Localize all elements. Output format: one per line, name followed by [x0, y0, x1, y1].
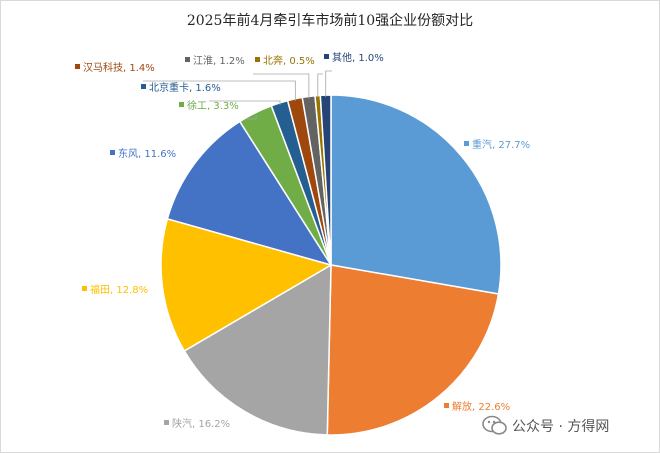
data-label-10: 其他, 1.0% [332, 51, 384, 64]
data-label-6: 北京重卡, 1.6% [149, 81, 221, 94]
chart-title: 2025年前4月牵引车市场前10强企业份额对比 [186, 13, 474, 29]
leader-line-9 [317, 73, 323, 98]
leader-line-5 [247, 114, 257, 120]
label-marker-7 [75, 64, 80, 69]
pie-slice-2 [183, 263, 332, 436]
label-marker-1 [444, 403, 449, 408]
data-label-3: 福田, 12.8% [90, 283, 148, 296]
pie-slice-3 [160, 217, 333, 352]
data-label-8: 江淮, 1.2% [193, 55, 245, 67]
leader-line-10 [325, 70, 332, 98]
label-marker-3 [82, 286, 87, 291]
watermark: 公众号 · 方得网 [482, 414, 652, 438]
label-marker-5 [179, 102, 184, 107]
pie-slice-0 [330, 94, 502, 295]
watermark-text: 公众号 · 方得网 [512, 419, 610, 435]
label-marker-9 [255, 57, 260, 62]
label-marker-10 [324, 54, 329, 59]
data-label-0: 重汽, 27.7% [472, 138, 530, 151]
data-label-2: 陕汽, 16.2% [172, 417, 230, 430]
data-label-9: 北奔, 0.5% [263, 54, 315, 67]
label-marker-4 [110, 150, 115, 155]
data-label-5: 徐工, 3.3% [187, 99, 239, 112]
label-marker-2 [164, 420, 169, 425]
data-label-1: 解放, 22.6% [452, 400, 510, 413]
pie-slice-1 [326, 264, 500, 436]
wechat-icon [482, 415, 507, 435]
leader-line-8 [253, 73, 310, 99]
label-marker-0 [464, 141, 469, 146]
leader-line-6 [209, 100, 281, 105]
label-marker-6 [141, 84, 146, 89]
data-label-7: 汉马科技, 1.4% [83, 61, 155, 74]
pie-slice-4 [166, 120, 333, 267]
data-label-4: 东风, 11.6% [118, 147, 176, 160]
label-marker-8 [185, 57, 190, 62]
leader-line-7 [143, 80, 296, 101]
